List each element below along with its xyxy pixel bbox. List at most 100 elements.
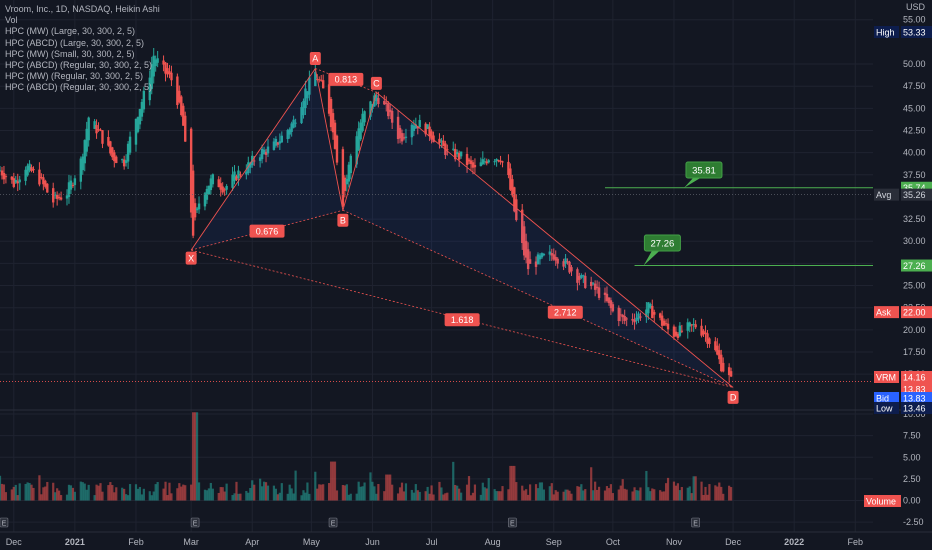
candle-body <box>564 258 567 264</box>
candle-body <box>223 189 226 191</box>
candle-body <box>18 179 21 183</box>
volume-bar <box>85 489 88 501</box>
legend-indicator[interactable]: Vol <box>5 15 18 26</box>
candle-body <box>245 171 248 175</box>
time-tick-label: Mar <box>183 537 199 547</box>
volume-bar <box>168 482 171 501</box>
volume-bar <box>659 490 662 501</box>
volume-bar <box>231 495 234 501</box>
candle-body <box>28 163 31 171</box>
earnings-marker[interactable] <box>328 517 338 528</box>
candle-body <box>390 110 394 123</box>
legend-indicator[interactable]: HPC (ABCD) (Regular, 30, 300, 2, 5) <box>5 60 153 71</box>
earnings-marker[interactable] <box>190 517 200 528</box>
volume-bar <box>138 487 142 501</box>
candle-body <box>16 181 19 184</box>
candle-body <box>341 149 345 207</box>
candle-body <box>115 156 118 164</box>
candle-body <box>454 149 457 160</box>
legend-indicator[interactable]: HPC (ABCD) (Large, 30, 300, 2, 5) <box>5 37 145 48</box>
candle-body <box>727 367 731 376</box>
candle-body <box>288 129 291 135</box>
candle-body <box>556 258 559 264</box>
ratio-label: 0.813 <box>335 75 358 85</box>
candle-body <box>136 117 140 132</box>
volume-label: Volume <box>866 496 896 506</box>
candle-body <box>714 341 717 351</box>
volume-bar <box>404 483 408 501</box>
candle-body <box>233 171 236 182</box>
volume-bar <box>166 495 169 501</box>
volume-bar <box>481 482 484 501</box>
volume-bar <box>722 493 725 501</box>
candle-body <box>706 333 709 344</box>
price-tick-label: 42.50 <box>903 125 926 135</box>
legend-indicator[interactable]: HPC (MW) (Regular, 30, 300, 2, 5) <box>5 71 144 82</box>
time-tick-label: Sep <box>546 537 562 547</box>
volume-bar <box>672 481 676 501</box>
earnings-marker-letter: E <box>510 521 515 528</box>
volume-bar <box>603 490 607 501</box>
volume-bar <box>456 485 459 501</box>
candle-body <box>134 118 138 145</box>
volume-bar <box>611 493 614 501</box>
volume-bar <box>347 494 350 501</box>
candle-body <box>542 253 546 256</box>
time-tick-label: 2021 <box>65 537 85 547</box>
candle-body <box>138 108 142 125</box>
candle-body <box>457 153 461 160</box>
volume-bar <box>125 494 128 501</box>
volume-bar <box>570 493 573 501</box>
candle-body <box>619 314 622 316</box>
candles <box>0 47 733 383</box>
earnings-marker-letter: E <box>331 521 336 528</box>
candle-body <box>568 261 571 273</box>
legend-indicator[interactable]: HPC (MW) (Large, 30, 300, 2, 5) <box>5 26 136 37</box>
candle-body <box>79 158 82 182</box>
candle-body <box>493 161 496 163</box>
volume-bar <box>412 492 415 501</box>
ratio-label-bg <box>547 305 583 319</box>
earnings-marker[interactable] <box>508 517 517 528</box>
target-callout-2-pointer <box>643 250 661 266</box>
candle-body <box>536 254 540 265</box>
symbol-label: VRM <box>876 372 896 382</box>
volume-bar <box>219 487 222 501</box>
candle-body <box>209 178 213 191</box>
volume-bar <box>609 484 613 501</box>
legend-indicator[interactable]: HPC (MW) (Small, 30, 300, 2, 5) <box>5 48 135 59</box>
candle-body <box>700 325 703 336</box>
earnings-marker[interactable] <box>0 517 9 528</box>
volume-bar <box>95 484 98 501</box>
candle-body <box>499 160 502 163</box>
volume-bar <box>371 481 374 501</box>
time-tick-label: Aug <box>485 537 501 547</box>
candle-body <box>207 185 211 195</box>
candle-body <box>702 330 705 335</box>
volume-tick-label: 5.00 <box>903 452 921 462</box>
candle-body <box>40 177 43 179</box>
candle-body <box>30 167 33 172</box>
legend-indicator[interactable]: HPC (ABCD) (Regular, 30, 300, 2, 5) <box>5 82 153 93</box>
volume-bar <box>369 472 372 501</box>
volume-bar <box>410 489 413 501</box>
high-label-bg <box>874 26 899 38</box>
candle-body <box>465 153 469 166</box>
volume-tick-label: 7.50 <box>903 431 921 441</box>
candle-body <box>166 68 169 75</box>
legend-title[interactable]: Vroom, Inc., 1D, NASDAQ, Heikin Ashi <box>5 4 160 14</box>
volume-bar <box>605 486 609 501</box>
earnings-marker[interactable] <box>691 517 700 528</box>
volume-bar <box>266 485 270 501</box>
volume-bar <box>156 481 159 501</box>
candle-body <box>195 208 199 211</box>
candle-body <box>666 323 670 330</box>
candle-body <box>647 302 650 314</box>
low-label-bg <box>874 402 899 414</box>
candle-body <box>258 157 262 161</box>
candle-body <box>0 170 4 176</box>
volume-bar <box>46 481 49 501</box>
candle-body <box>219 183 222 190</box>
